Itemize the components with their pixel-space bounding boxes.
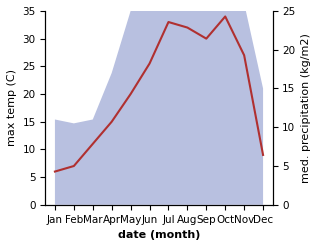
Y-axis label: med. precipitation (kg/m2): med. precipitation (kg/m2) (301, 33, 311, 183)
Y-axis label: max temp (C): max temp (C) (7, 69, 17, 146)
X-axis label: date (month): date (month) (118, 230, 200, 240)
